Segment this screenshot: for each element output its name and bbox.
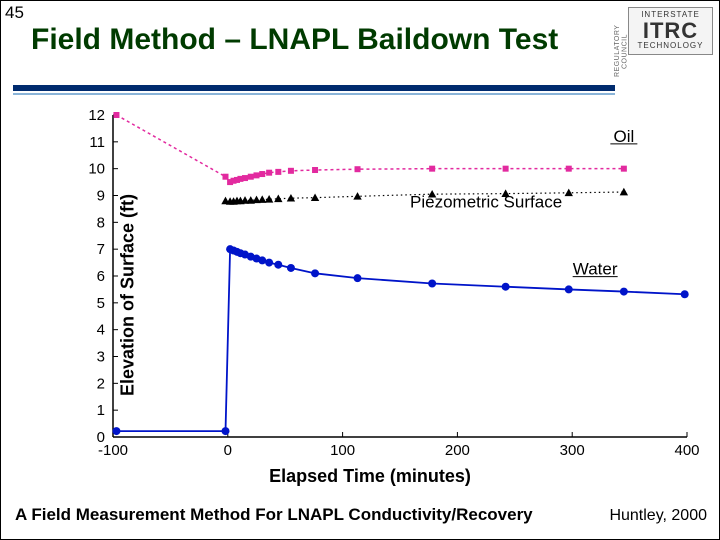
chart-svg: 0123456789101112-1000100200300400Piezome…: [41, 109, 699, 481]
svg-text:9: 9: [97, 188, 105, 205]
y-axis-label: Elevation of Surface (ft): [118, 194, 139, 396]
svg-text:10: 10: [88, 161, 105, 178]
chart: Elevation of Surface (ft) 01234567891011…: [41, 109, 699, 481]
x-axis-label: Elapsed Time (minutes): [41, 466, 699, 487]
slide-number: 45: [5, 3, 24, 23]
svg-text:12: 12: [88, 109, 105, 124]
svg-text:7: 7: [97, 241, 105, 258]
itrc-logo: REGULATORY COUNCIL INTERSTATE ITRC TECHN…: [628, 7, 713, 95]
title-underline: [13, 85, 615, 95]
logo-bottom-text: TECHNOLOGY: [629, 42, 712, 52]
svg-text:200: 200: [445, 442, 470, 459]
svg-text:6: 6: [97, 268, 105, 285]
svg-text:8: 8: [97, 214, 105, 231]
svg-text:2: 2: [97, 375, 105, 392]
svg-text:0: 0: [224, 442, 232, 459]
svg-text:Oil: Oil: [613, 127, 634, 146]
logo-main-text: ITRC: [629, 19, 712, 42]
svg-text:4: 4: [97, 322, 105, 339]
svg-text:-100: -100: [98, 442, 128, 459]
svg-text:1: 1: [97, 402, 105, 419]
svg-text:300: 300: [560, 442, 585, 459]
citation: Huntley, 2000: [609, 507, 707, 525]
svg-text:100: 100: [330, 442, 355, 459]
svg-text:Water: Water: [573, 260, 618, 279]
svg-text:Piezometric Surface: Piezometric Surface: [410, 193, 562, 212]
page-title: Field Method – LNAPL Baildown Test: [31, 23, 558, 57]
svg-text:3: 3: [97, 349, 105, 366]
svg-text:5: 5: [97, 295, 105, 312]
svg-text:400: 400: [674, 442, 699, 459]
svg-text:11: 11: [89, 134, 105, 151]
logo-side-text: REGULATORY COUNCIL: [614, 7, 626, 95]
slide: 45 REGULATORY COUNCIL INTERSTATE ITRC TE…: [0, 0, 720, 540]
subtitle: A Field Measurement Method For LNAPL Con…: [15, 505, 533, 525]
